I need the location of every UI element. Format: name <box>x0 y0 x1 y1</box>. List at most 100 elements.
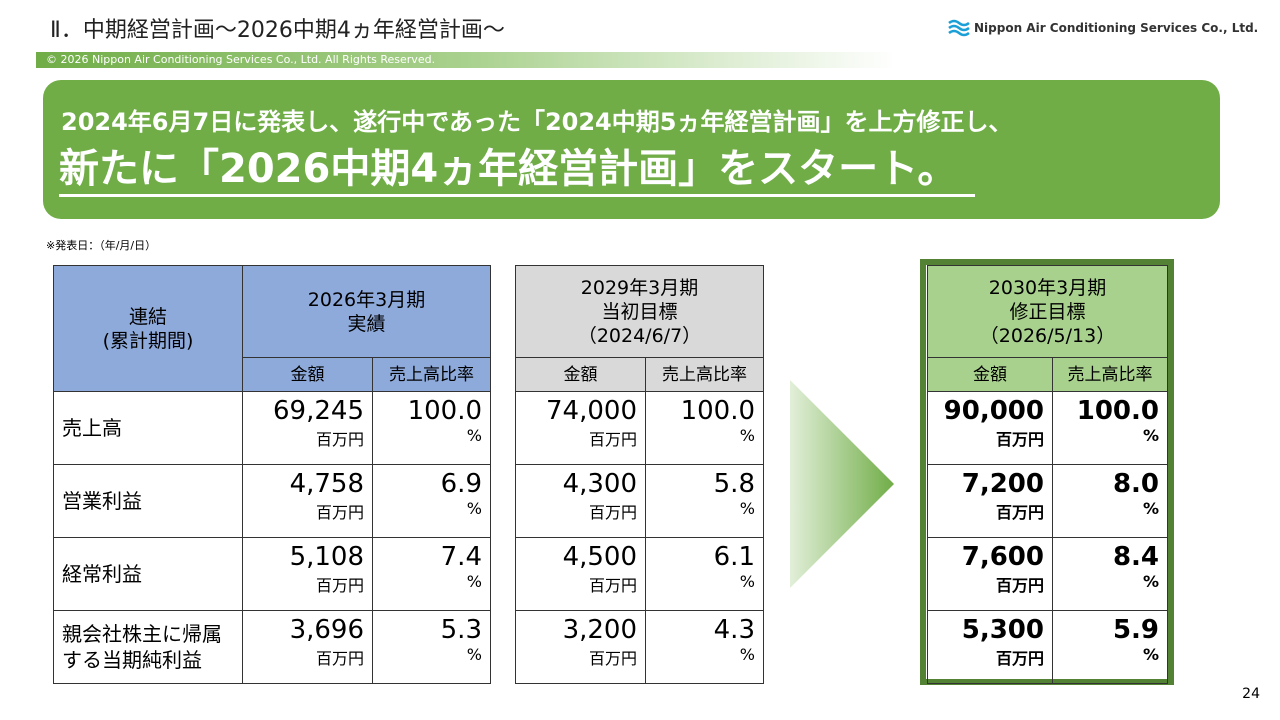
column-header: 金額 <box>242 357 373 392</box>
amount-value: 5,300 <box>961 615 1044 645</box>
data-cell: 74,000 百万円 <box>515 391 646 465</box>
amount-value: 90,000 <box>943 396 1044 426</box>
group-heading-line: 当初目標 <box>601 300 678 323</box>
ratio-value: 5.9 <box>1112 615 1159 645</box>
data-cell: 3,200 百万円 <box>515 610 646 684</box>
logo-text: Nippon Air Conditioning Services Co., Lt… <box>974 21 1259 35</box>
data-cell: 69,245 百万円 <box>242 391 373 465</box>
data-cell: 7.4% <box>372 537 491 611</box>
unit: 百万円 <box>995 503 1044 522</box>
unit: % <box>739 499 755 518</box>
amount-value: 3,200 <box>562 615 637 645</box>
amount-value: 5,108 <box>289 542 364 572</box>
unit: % <box>466 499 482 518</box>
column-header: 金額 <box>515 357 646 392</box>
unit: 百万円 <box>995 649 1044 668</box>
group-heading-line: （2026/5/13） <box>979 324 1116 347</box>
group-header: 2029年3月期 当初目標 （2024/6/7） <box>515 265 764 358</box>
page-number: 24 <box>1242 686 1260 702</box>
data-cell: 90,000 百万円 <box>927 391 1053 465</box>
corner-header: 連結 (累計期間) <box>53 265 243 392</box>
group-heading-line: （2024/6/7） <box>577 324 702 347</box>
ratio-value: 100.0 <box>407 396 482 426</box>
arrow <box>790 380 894 588</box>
ratio-value: 6.9 <box>440 469 482 499</box>
data-cell: 5.9% <box>1052 610 1168 684</box>
row-label: 経常利益 <box>53 537 243 611</box>
data-cell: 4,300 百万円 <box>515 464 646 538</box>
data-cell: 3,696 百万円 <box>242 610 373 684</box>
unit: 百万円 <box>315 430 364 449</box>
data-cell: 5,108 百万円 <box>242 537 373 611</box>
data-cell: 100.0% <box>372 391 491 465</box>
unit: 百万円 <box>995 576 1044 595</box>
unit: % <box>466 572 482 591</box>
logo-icon <box>948 19 970 37</box>
column-header: 売上高比率 <box>372 357 491 392</box>
data-cell: 5.8% <box>645 464 764 538</box>
data-cell: 4.3% <box>645 610 764 684</box>
ratio-value: 6.1 <box>713 542 755 572</box>
unit: % <box>739 572 755 591</box>
unit: 百万円 <box>995 430 1044 449</box>
unit: % <box>739 426 755 445</box>
column-header: 金額 <box>927 357 1053 392</box>
group-header: 2026年3月期 実績 <box>242 265 491 358</box>
row-label: 親会社株主に帰属する当期純利益 <box>53 610 243 684</box>
ratio-value: 100.0 <box>1076 396 1159 426</box>
unit: % <box>466 645 482 664</box>
column-header: 売上高比率 <box>645 357 764 392</box>
group-heading-line: 2026年3月期 <box>307 288 426 311</box>
amount-value: 4,300 <box>562 469 637 499</box>
group-heading-line: 実績 <box>347 312 386 335</box>
amount-value: 7,600 <box>961 542 1044 572</box>
unit: 百万円 <box>588 503 637 522</box>
group-header: 2030年3月期 修正目標 （2026/5/13） <box>927 265 1168 358</box>
amount-value: 4,758 <box>289 469 364 499</box>
data-cell: 8.0% <box>1052 464 1168 538</box>
corner-text: (累計期間) <box>102 329 194 352</box>
column-header: 売上高比率 <box>1052 357 1168 392</box>
ratio-value: 7.4 <box>440 542 482 572</box>
data-cell: 4,500 百万円 <box>515 537 646 611</box>
data-cell: 6.9% <box>372 464 491 538</box>
unit: 百万円 <box>315 649 364 668</box>
unit: % <box>1142 426 1159 445</box>
unit: % <box>1142 572 1159 591</box>
slide-title: Ⅱ．中期経営計画～2026中期4ヵ年経営計画～ <box>50 18 505 43</box>
amount-value: 69,245 <box>273 396 364 426</box>
unit: % <box>466 426 482 445</box>
ratio-value: 5.8 <box>713 469 755 499</box>
banner: 2024年6月7日に発表し、遂行中であった「2024中期5ヵ年経営計画」を上方修… <box>43 80 1220 219</box>
amount-value: 74,000 <box>546 396 637 426</box>
data-cell: 100.0% <box>1052 391 1168 465</box>
amount-value: 3,696 <box>289 615 364 645</box>
ratio-value: 8.4 <box>1112 542 1159 572</box>
note: ※発表日：（年/月/日） <box>46 239 157 252</box>
ratio-value: 8.0 <box>1112 469 1159 499</box>
copyright: © 2026 Nippon Air Conditioning Services … <box>36 52 896 68</box>
data-cell: 100.0% <box>645 391 764 465</box>
unit: % <box>739 645 755 664</box>
banner-line: 2024年6月7日に発表し、遂行中であった「2024中期5ヵ年経営計画」を上方修… <box>61 108 1013 136</box>
data-cell: 7,600 百万円 <box>927 537 1053 611</box>
data-cell: 4,758 百万円 <box>242 464 373 538</box>
data-cell: 6.1% <box>645 537 764 611</box>
data-cell: 5.3% <box>372 610 491 684</box>
unit: % <box>1142 499 1159 518</box>
data-cell: 5,300 百万円 <box>927 610 1053 684</box>
unit: 百万円 <box>588 576 637 595</box>
group-heading-line: 修正目標 <box>1009 300 1086 323</box>
unit: 百万円 <box>588 430 637 449</box>
row-label: 売上高 <box>53 391 243 465</box>
ratio-value: 5.3 <box>440 615 482 645</box>
unit: 百万円 <box>588 649 637 668</box>
unit: 百万円 <box>315 503 364 522</box>
banner-headline: 新たに「2026中期4ヵ年経営計画」をスタート。 <box>59 136 976 197</box>
amount-value: 4,500 <box>562 542 637 572</box>
ratio-value: 100.0 <box>680 396 755 426</box>
highlight-frame <box>920 259 1174 685</box>
logo: Nippon Air Conditioning Services Co., Lt… <box>948 18 1258 38</box>
group-heading-line: 2030年3月期 <box>988 276 1107 299</box>
